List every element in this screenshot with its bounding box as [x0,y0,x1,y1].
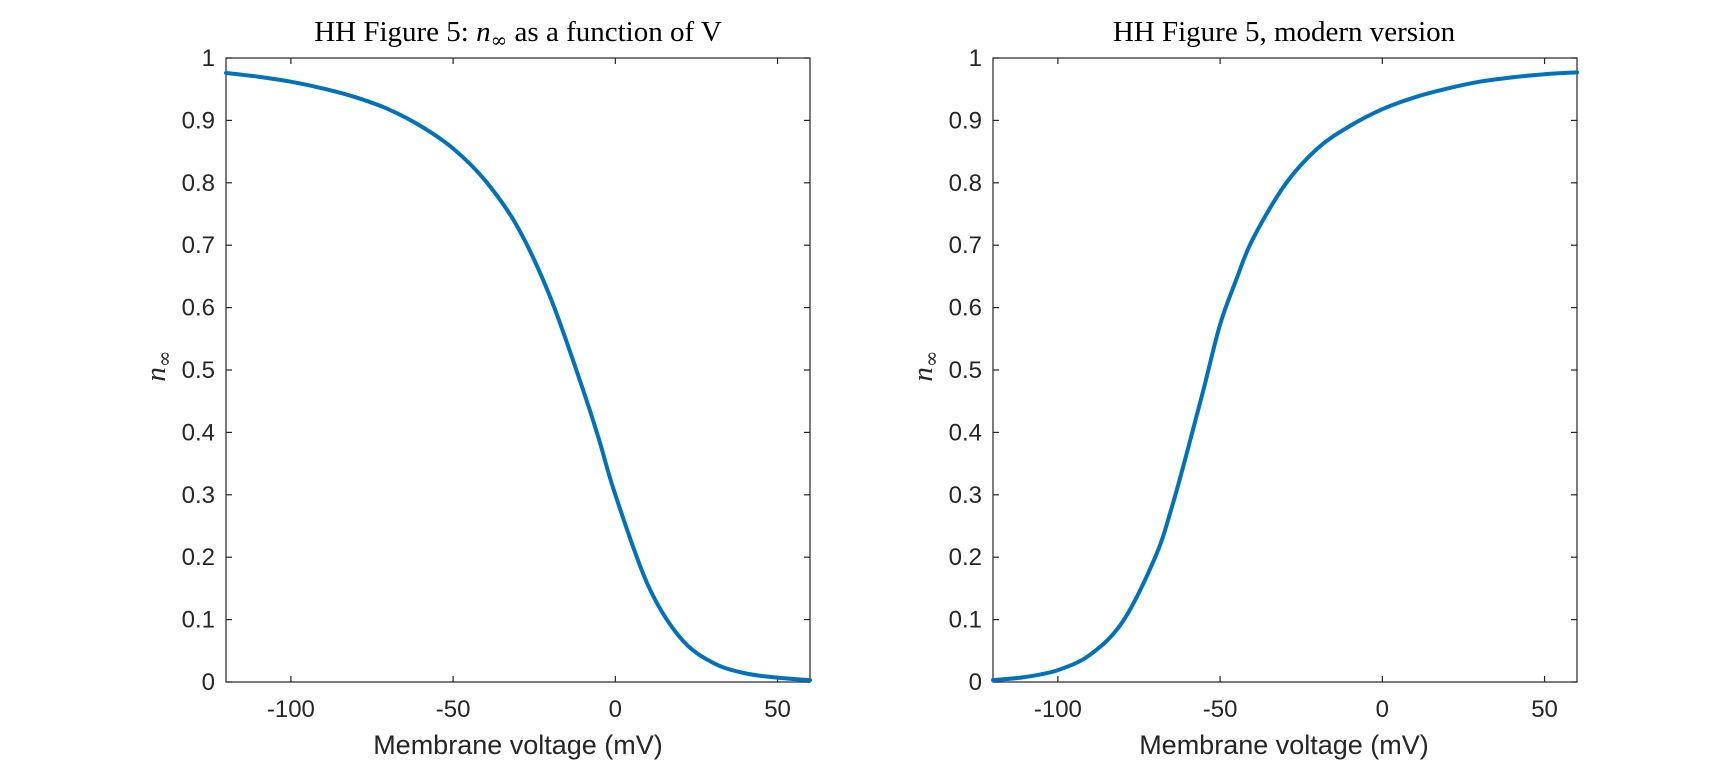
chart-right-ytick-label: 0.1 [949,607,982,634]
chart-right-xtick-label: 0 [1376,696,1389,723]
chart-left-ytick-label: 0.4 [182,419,215,446]
chart-left-xtick-label: -100 [267,696,315,723]
chart-right-ylabel-symbol: n [907,367,939,382]
chart-left-xtick-label: 0 [609,696,622,723]
chart-right-xtick-label: 50 [1531,696,1558,723]
chart-right-xlabel: Membrane voltage (mV) [1139,730,1429,760]
chart-right-ylabel-subscript: ∞ [919,350,943,367]
chart-left-title-subscript: ∞ [491,28,508,52]
chart-right-ytick-label: 0.9 [949,107,982,134]
chart-left-ylabel-symbol: n [140,367,172,382]
chart-left-xtick-label: -50 [436,696,471,723]
chart-left: HH Figure 5: n∞ as a function of V Membr… [140,16,812,760]
chart-left-ytick-label: 0.8 [182,170,215,197]
chart-right: HH Figure 5, modern version Membrane vol… [907,16,1579,760]
chart-right-ylabel: n∞ [907,350,943,381]
chart-left-ytick-label: 0.6 [182,295,215,322]
chart-right-ytick-label: 1 [969,45,982,72]
chart-left-title-before: HH Figure 5: [314,16,476,48]
chart-left-xtick-label: 50 [764,696,791,723]
chart-right-ytick-label: 0.4 [949,419,982,446]
chart-right-ytick-label: 0.6 [949,295,982,322]
chart-right-xtick-label: -100 [1034,696,1082,723]
chart-right-ytick-label: 0.8 [949,170,982,197]
chart-right-ytick-label: 0.5 [949,357,982,384]
chart-left-ytick-label: 0.2 [182,544,215,571]
chart-left-ytick-label: 0.1 [182,607,215,634]
chart-left-ytick-label: 0.7 [182,232,215,259]
chart-left-title: HH Figure 5: n∞ as a function of V [314,16,722,52]
chart-left-ytick-label: 0 [202,669,215,696]
chart-left-series-line [224,70,812,683]
chart-right-ytick-label: 0.7 [949,232,982,259]
chart-left-xlabel: Membrane voltage (mV) [373,730,663,760]
chart-left-ytick-label: 0.3 [182,482,215,509]
chart-right-ytick-label: 0.3 [949,482,982,509]
chart-left-ylabel: n∞ [140,350,176,381]
chart-left-title-symbol: n [476,16,491,48]
chart-left-ytick-label: 1 [202,45,215,72]
chart-left-title-after: as a function of V [507,16,722,48]
chart-right-ytick-label: 0.2 [949,544,982,571]
chart-left-ytick-label: 0.5 [182,357,215,384]
chart-right-title-before: HH Figure 5, modern version [1113,16,1456,48]
chart-right-ytick-label: 0 [969,669,982,696]
chart-left-ylabel-subscript: ∞ [152,350,176,367]
chart-right-xtick-label: -50 [1203,696,1238,723]
chart-left-ytick-label: 0.9 [182,107,215,134]
chart-right-series-line [991,70,1579,683]
chart-right-title: HH Figure 5, modern version [1113,16,1456,48]
